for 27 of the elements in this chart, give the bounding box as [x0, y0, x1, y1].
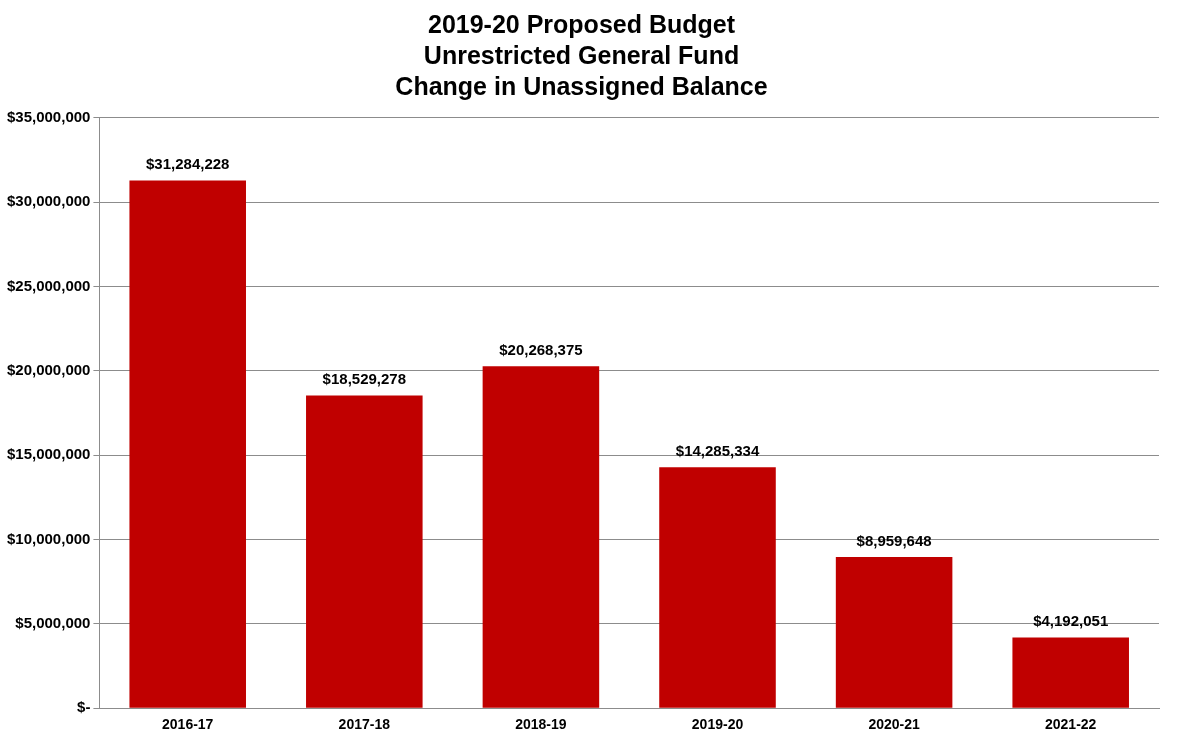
- data-label: $18,529,278: [322, 370, 407, 388]
- x-tick-label: 2016-17: [162, 716, 214, 733]
- y-tick-label: $10,000,000: [6, 529, 91, 547]
- data-label: $14,285,334: [675, 441, 760, 459]
- y-tick-label: $15,000,000: [6, 445, 91, 463]
- bar: [659, 467, 776, 708]
- bar: [129, 180, 246, 708]
- bar: [306, 395, 423, 708]
- y-tick-label: $25,000,000: [6, 276, 91, 294]
- y-tick-label: $-: [77, 698, 91, 716]
- x-tick-label: 2021-22: [1045, 716, 1097, 733]
- bar: [482, 366, 600, 708]
- y-tick-label: $30,000,000: [6, 192, 91, 210]
- data-label: $31,284,228: [146, 155, 230, 173]
- y-tick-label: $35,000,000: [6, 107, 91, 125]
- data-label: $4,192,051: [1033, 612, 1109, 630]
- x-tick-label: 2018-19: [515, 716, 567, 733]
- x-tick-label: 2020-21: [868, 716, 920, 733]
- bar: [835, 557, 953, 708]
- y-tick-label: $20,000,000: [6, 360, 91, 378]
- chart-title: 2019-20 Proposed Budget Unrestricted General Fund Change in Unassigned Balance: [395, 9, 768, 101]
- data-label: $8,959,648: [856, 531, 932, 549]
- x-tick-label: 2017-18: [338, 716, 391, 733]
- bar: [1012, 637, 1129, 708]
- x-tick-label: 2019-20: [691, 716, 744, 733]
- data-label: $20,268,375: [499, 340, 583, 358]
- y-tick-label: $5,000,000: [15, 613, 91, 631]
